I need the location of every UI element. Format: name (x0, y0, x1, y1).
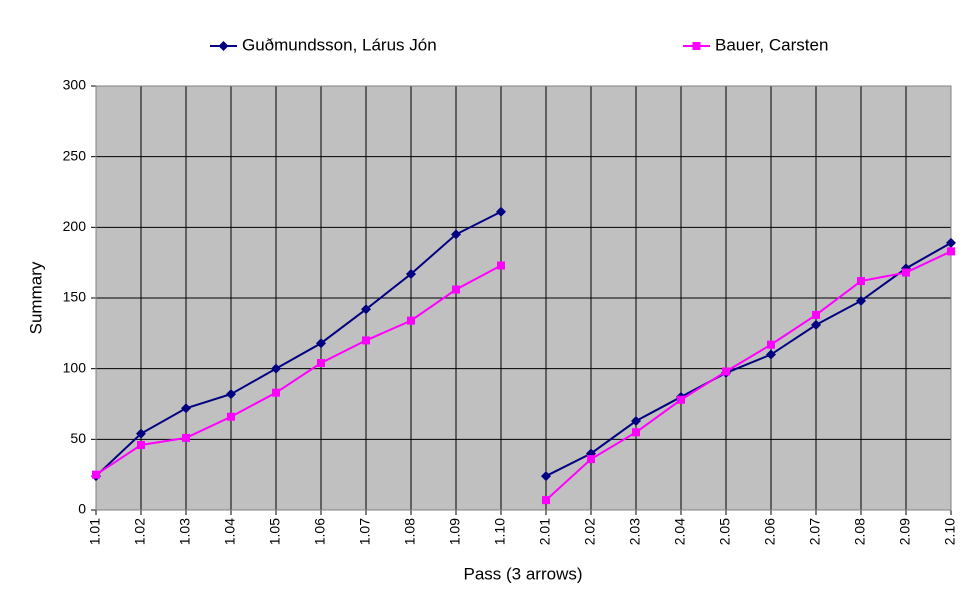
x-axis-label: Pass (3 arrows) (463, 564, 582, 583)
plot-border (95, 85, 952, 511)
marker (227, 412, 235, 421)
marker (722, 367, 730, 376)
marker (902, 268, 910, 277)
marker (677, 395, 685, 404)
marker (632, 428, 640, 437)
y-axis-label: Summary (26, 261, 45, 334)
marker (136, 428, 146, 439)
x-tick-label: 1.02 (132, 518, 148, 545)
x-tick-label: 1.07 (357, 518, 373, 545)
x-tick-label: 2.06 (762, 518, 778, 545)
marker (182, 433, 190, 442)
marker (812, 310, 820, 319)
series-line (95, 264, 502, 476)
y-tick-label: 200 (63, 218, 87, 234)
x-tick-label: 2.03 (627, 518, 643, 545)
marker (272, 388, 280, 397)
marker (767, 340, 775, 349)
marker (496, 206, 506, 217)
y-tick-label: 250 (63, 147, 87, 163)
marker (856, 295, 866, 306)
marker (271, 363, 281, 374)
y-tick-label: 300 (63, 77, 87, 93)
x-tick-label: 2.02 (582, 518, 598, 545)
x-tick-label: 1.09 (447, 518, 463, 545)
legend-label: Guðmundsson, Lárus Jón (242, 35, 437, 54)
marker (361, 304, 371, 315)
legend-label: Bauer, Carsten (715, 35, 828, 54)
x-tick-label: 1.04 (222, 518, 238, 545)
marker (631, 415, 641, 426)
marker (407, 316, 415, 325)
x-tick-label: 1.06 (312, 518, 328, 545)
y-tick-label: 50 (70, 430, 86, 446)
x-tick-label: 2.09 (897, 518, 913, 545)
marker (946, 237, 956, 248)
marker (766, 349, 776, 360)
y-tick-label: 100 (63, 359, 87, 375)
marker (406, 268, 416, 279)
marker (542, 496, 550, 505)
x-tick-label: 2.08 (852, 518, 868, 545)
marker (692, 42, 701, 50)
marker (181, 403, 191, 414)
marker (857, 277, 865, 286)
marker (451, 229, 461, 240)
marker (947, 247, 955, 256)
marker (92, 470, 100, 479)
x-tick-label: 1.05 (267, 518, 283, 545)
x-tick-label: 2.07 (807, 518, 823, 545)
series-line (545, 242, 952, 477)
x-tick-label: 1.01 (87, 518, 103, 545)
marker (137, 440, 145, 449)
y-tick-label: 150 (63, 289, 87, 305)
x-tick-label: 1.08 (402, 518, 418, 545)
marker (317, 359, 325, 368)
x-tick-label: 1.10 (492, 518, 508, 545)
marker (226, 389, 236, 400)
x-tick-label: 2.10 (942, 518, 958, 545)
marker (362, 336, 370, 345)
marker (452, 285, 460, 294)
x-tick-label: 1.03 (177, 518, 193, 545)
series-line (95, 210, 502, 477)
series-line (545, 250, 952, 501)
marker (541, 471, 551, 482)
x-tick-label: 2.01 (537, 518, 553, 545)
marker (811, 319, 821, 330)
x-tick-label: 2.05 (717, 518, 733, 545)
marker (218, 41, 229, 51)
x-tick-label: 2.04 (672, 518, 688, 545)
marker (587, 455, 595, 464)
marker (497, 261, 505, 270)
marker (316, 338, 326, 349)
y-tick-label: 0 (78, 501, 86, 517)
